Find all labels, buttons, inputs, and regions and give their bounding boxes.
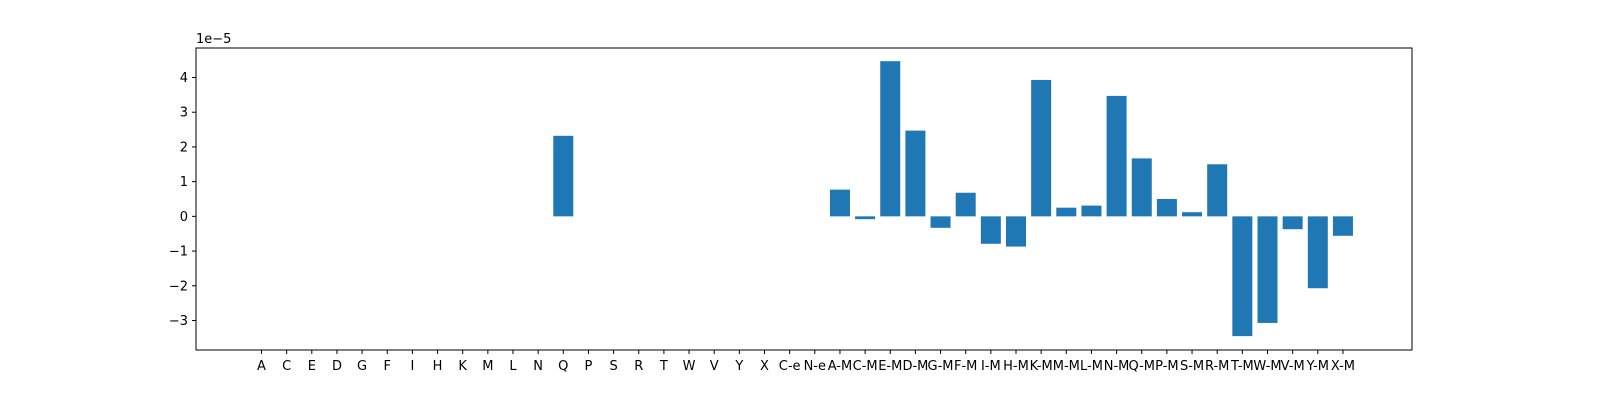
x-tick-label: G-M — [928, 359, 954, 374]
x-tick-label: K — [458, 359, 467, 374]
bar-Y-M — [1307, 216, 1328, 289]
x-tick-label: Q — [558, 359, 568, 374]
x-tick-label: F — [384, 359, 391, 374]
x-tick-label: C — [282, 359, 291, 374]
x-tick-label: W-M — [1253, 359, 1281, 374]
x-tick-label: N — [533, 359, 543, 374]
y-tick-label: 0 — [180, 210, 188, 225]
bar-V-M — [1282, 216, 1303, 230]
x-tick-label: E-M — [878, 359, 902, 374]
bar-I-M — [980, 216, 1001, 244]
bar-W-M — [1257, 216, 1278, 323]
bar-R-M — [1207, 164, 1228, 217]
bar-T-M — [1232, 216, 1253, 337]
x-tick-label: X-M — [1331, 359, 1355, 374]
x-tick-label: T-M — [1230, 359, 1254, 374]
bar-C-M — [855, 216, 876, 220]
x-tick-label: I-M — [981, 359, 1001, 374]
x-tick-label: P-M — [1155, 359, 1178, 374]
x-tick-label: R-M — [1205, 359, 1229, 374]
bar-S-M — [1182, 212, 1203, 217]
bar-H-M — [1006, 216, 1026, 247]
x-tick-label: Y — [734, 359, 743, 374]
x-tick-label: A — [257, 359, 266, 374]
x-tick-label: C-e — [779, 359, 801, 374]
x-tick-label: E — [308, 359, 316, 374]
bar-X-M — [1332, 216, 1353, 236]
x-tick-label: H — [433, 359, 443, 374]
y-tick-label: −1 — [169, 245, 188, 260]
x-tick-label: L — [509, 359, 517, 374]
y-axis: −3 −2 −1 0 1 2 3 4 — [169, 71, 196, 329]
bar-K-M — [1031, 79, 1052, 217]
x-tick-label: S-M — [1180, 359, 1204, 374]
x-tick-label: M-M — [1053, 359, 1080, 374]
x-tick-label: N-e — [804, 359, 826, 374]
x-tick-label: D — [332, 359, 342, 374]
x-tick-label: L-M — [1080, 359, 1103, 374]
bar-P-M — [1156, 199, 1177, 217]
y-tick-label: 1 — [180, 175, 188, 190]
x-tick-label: V-M — [1281, 359, 1305, 374]
bars-group — [553, 61, 1353, 337]
x-tick-label: C-M — [853, 359, 878, 374]
x-tick-label: S — [609, 359, 617, 374]
x-tick-label: K-M — [1030, 359, 1053, 374]
x-axis: A C E D G F I H K M L N Q P S R T W V Y X C-e N-e A-M C-M E-M D-M G… — [257, 350, 1355, 374]
x-tick-label: F-M — [954, 359, 977, 374]
x-tick-label: D-M — [902, 359, 928, 374]
x-tick-label: T — [659, 359, 668, 374]
x-tick-label: W — [683, 359, 696, 374]
x-tick-label: Y-M — [1306, 359, 1329, 374]
x-tick-label: A-M — [828, 359, 853, 374]
x-tick-label: G — [357, 359, 367, 374]
bar-E-M — [880, 61, 901, 217]
bar-Q — [553, 135, 574, 217]
x-tick-label: M — [482, 359, 493, 374]
y-tick-label: 4 — [180, 71, 188, 86]
bar-M-M — [1056, 207, 1077, 217]
bar-N-M — [1106, 95, 1127, 217]
x-tick-label: Q-M — [1128, 359, 1155, 374]
bar-F-M — [955, 192, 976, 217]
x-tick-label: N-M — [1104, 359, 1130, 374]
x-tick-label: I — [410, 359, 414, 374]
y-tick-label: −2 — [169, 279, 188, 294]
x-tick-label: P — [585, 359, 593, 374]
bar-G-M — [930, 216, 951, 228]
x-tick-label: H-M — [1003, 359, 1029, 374]
bar-Q-M — [1131, 158, 1152, 217]
x-tick-label: X — [760, 359, 769, 374]
bar-A-M — [829, 189, 850, 217]
y-tick-label: 2 — [180, 140, 188, 155]
y-tick-label: 3 — [180, 106, 188, 121]
bar-D-M — [905, 130, 926, 217]
y-offset-label: 1e−5 — [196, 32, 231, 47]
y-tick-label: −3 — [169, 314, 188, 329]
plot-frame — [195, 47, 1413, 351]
x-tick-label: R — [634, 359, 643, 374]
x-tick-label: V — [710, 359, 719, 374]
bar-L-M — [1081, 205, 1102, 217]
